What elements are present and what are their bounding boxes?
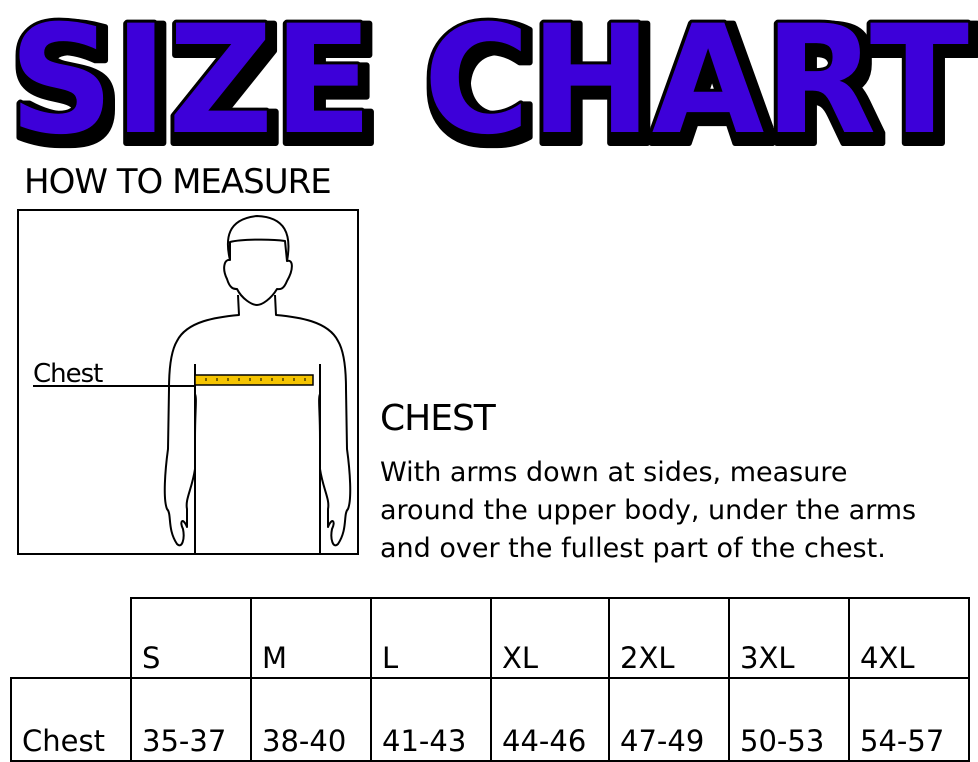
chest-value-cell-text: 35-37	[142, 724, 227, 758]
chest-value-cell-text: 44-46	[502, 724, 587, 758]
chest-value-cell: 41-43	[370, 677, 492, 762]
size-header-cell: 4XL	[848, 597, 970, 679]
size-header-cell: 3XL	[728, 597, 850, 679]
chest-value-cell: 44-46	[490, 677, 610, 762]
size-header-cell-text: XL	[502, 641, 539, 675]
instruction-line: With arms down at sides, measure	[380, 457, 848, 488]
size-header-cell-text: 3XL	[740, 641, 795, 675]
title-text: SIZE CHART	[9, 0, 969, 150]
head-outline	[223, 215, 293, 306]
chest-value-cell-text: 50-53	[740, 724, 825, 758]
size-header-cell-text: L	[382, 641, 399, 675]
row-label-cell-text: Chest	[22, 724, 105, 758]
size-header-cell-text: 4XL	[860, 641, 915, 675]
chest-value-cell: 35-37	[130, 677, 252, 762]
chest-value-cell-text: 38-40	[262, 724, 347, 758]
size-header-cell: 2XL	[608, 597, 730, 679]
chest-value-cell: 54-57	[848, 677, 970, 762]
chest-value-cell: 38-40	[250, 677, 372, 762]
size-header-cell-text: 2XL	[620, 641, 675, 675]
chest-value-cell: 50-53	[728, 677, 850, 762]
chest-instructions: With arms down at sides, measure around …	[380, 454, 978, 568]
how-to-measure-heading: HOW TO MEASURE	[24, 162, 332, 202]
instruction-line: around the upper body, under the arms	[380, 495, 917, 526]
size-header-cell: M	[250, 597, 372, 679]
instruction-line: and over the fullest part of the chest.	[380, 533, 886, 564]
size-header-cell: L	[370, 597, 492, 679]
size-chart-title: SIZE CHART	[6, 0, 972, 150]
size-header-cell: S	[130, 597, 252, 679]
size-header-cell-text: M	[262, 641, 288, 675]
chest-value-cell-text: 47-49	[620, 724, 705, 758]
row-label-cell: Chest	[10, 677, 132, 762]
measuring-tape	[194, 374, 314, 386]
body-outline	[163, 294, 240, 555]
size-header-cell: XL	[490, 597, 610, 679]
size-header-cell-text: S	[142, 641, 161, 675]
chest-value-cell-text: 41-43	[382, 724, 467, 758]
chest-value-cell: 47-49	[608, 677, 730, 762]
chest-heading: CHEST	[380, 398, 496, 439]
chest-figure-label: Chest	[33, 359, 103, 389]
chest-value-cell-text: 54-57	[860, 724, 945, 758]
body-measurement-figure: Chest	[17, 209, 359, 555]
